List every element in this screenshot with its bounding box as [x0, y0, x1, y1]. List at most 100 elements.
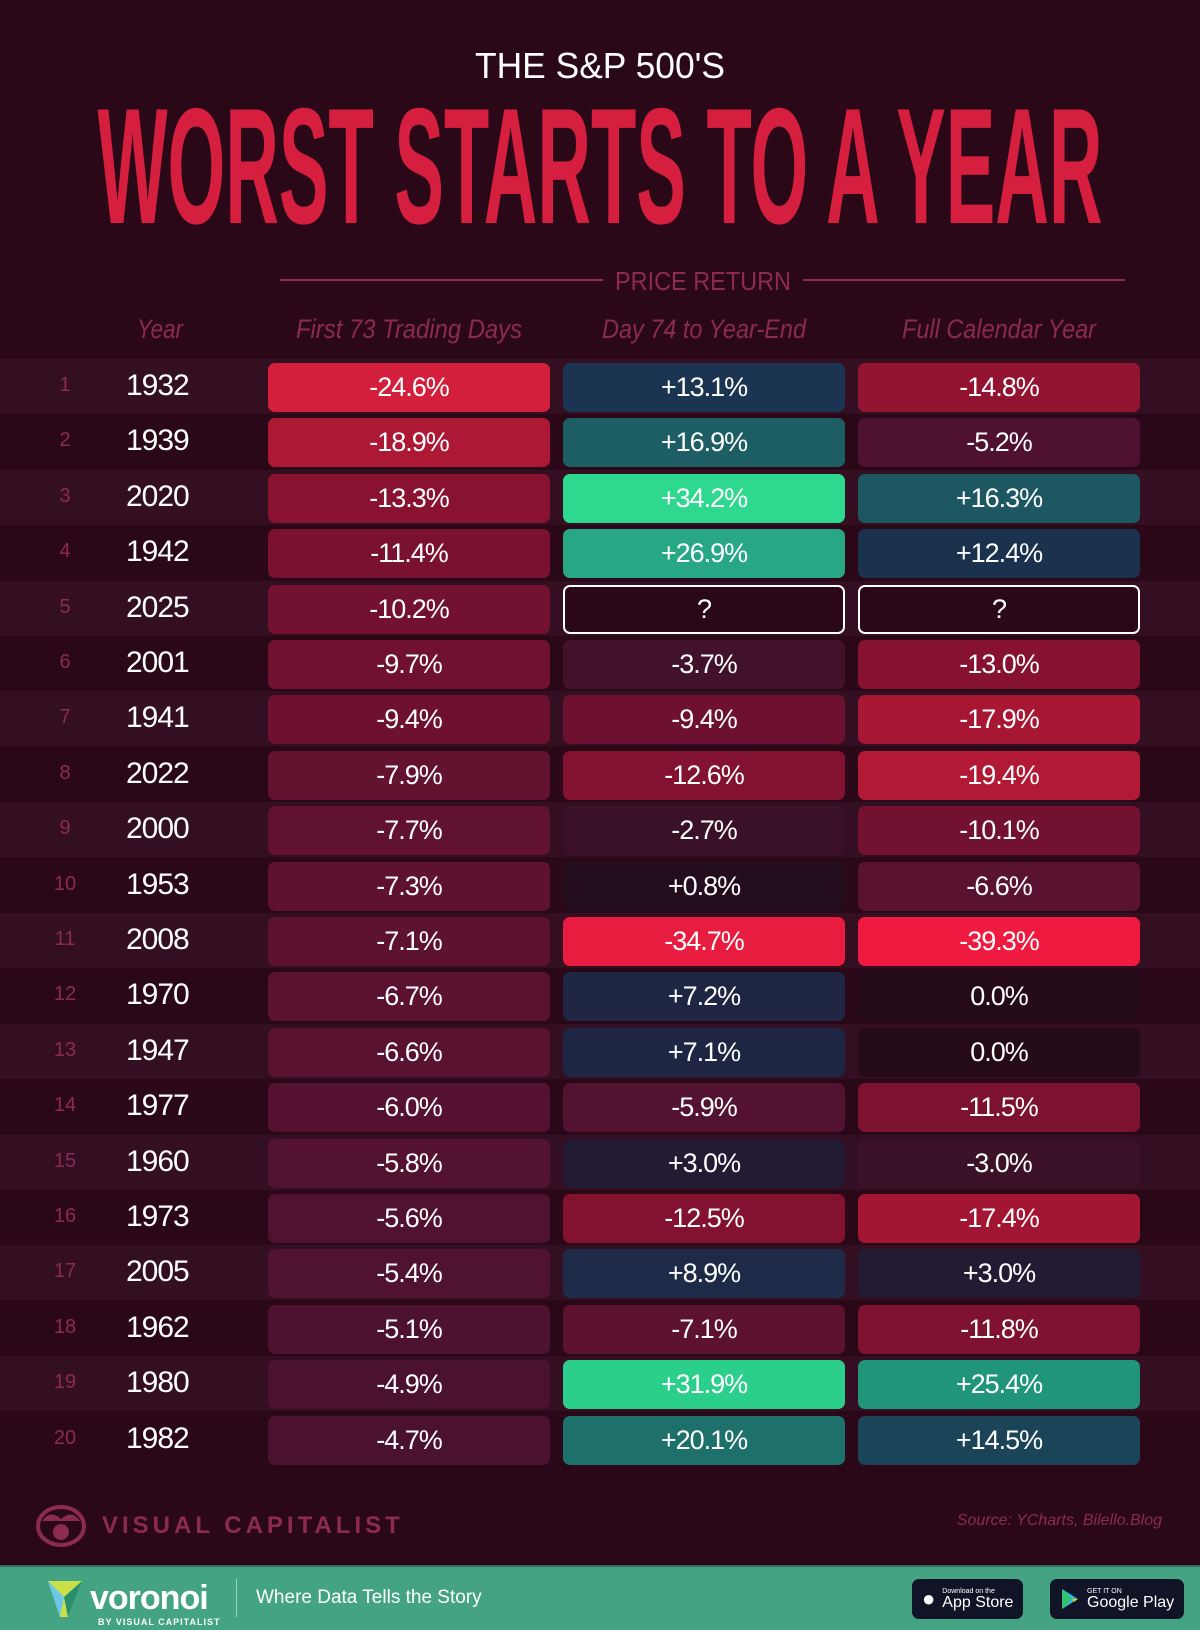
price-return-label: PRICE RETURN [615, 266, 791, 296]
full-year-cell: 0.0% [858, 1027, 1140, 1077]
table-row: 8 2022 -7.9% -12.6% -19.4% [0, 747, 1200, 802]
table-row: 16 1973 -5.6% -12.5% -17.4% [0, 1190, 1200, 1245]
full-year-cell: +14.5% [858, 1415, 1140, 1465]
first-73-days-cell: -7.1% [268, 917, 550, 966]
first-73-days-cell: -6.6% [268, 1027, 550, 1077]
full-year-cell: -17.4% [858, 1194, 1140, 1243]
first-73-days-cell: -4.7% [268, 1415, 550, 1465]
header-year: Year [110, 308, 210, 348]
rank: 20 [53, 1426, 77, 1449]
svg-text:THE S&P 500'S: THE S&P 500'S [475, 45, 725, 86]
table-row: 6 2001 -9.7% -3.7% -13.0% [0, 636, 1200, 691]
year: 1939 [126, 424, 190, 458]
year: 2008 [126, 923, 190, 956]
day-74-year-end-cell: -12.6% [563, 750, 845, 800]
full-year-cell: +12.4% [858, 529, 1140, 579]
first-73-days-cell: -5.6% [268, 1194, 550, 1243]
rank: 18 [53, 1315, 77, 1338]
day-74-year-end-cell: +7.1% [563, 1027, 845, 1077]
full-year-cell: -11.5% [858, 1083, 1140, 1133]
day-74-year-end-cell: +20.1% [563, 1415, 845, 1465]
table-row: 18 1962 -5.1% -7.1% -11.8% [0, 1301, 1200, 1356]
divider [280, 279, 603, 281]
svg-text:First 73 Trading Days: First 73 Trading Days [296, 314, 522, 344]
rank: 14 [53, 1094, 77, 1117]
rank: 10 [53, 872, 77, 895]
year: 1947 [126, 1033, 190, 1067]
header-full-year: Full Calendar Year [858, 308, 1140, 348]
table-row: 4 1942 -11.4% +26.9% +12.4% [0, 525, 1200, 580]
first-73-days-cell: -7.3% [268, 861, 550, 911]
full-year-cell: -11.8% [858, 1304, 1140, 1354]
year: 2025 [126, 590, 190, 624]
day-74-year-end-cell: +8.9% [563, 1249, 845, 1299]
rank: 8 [59, 761, 71, 784]
header-first-73: First 73 Trading Days [268, 308, 550, 348]
year: 2005 [126, 1255, 190, 1289]
year: 1970 [126, 978, 190, 1012]
rank: 12 [53, 983, 77, 1006]
full-year-cell: -5.2% [858, 418, 1140, 468]
svg-text:WORST STARTS TO A YEAR: WORST STARTS TO A YEAR [98, 95, 1103, 235]
rank: 19 [53, 1371, 77, 1394]
table-row: 12 1970 -6.7% +7.2% 0.0% [0, 968, 1200, 1023]
first-73-days-cell: -5.1% [268, 1304, 550, 1354]
year: 2000 [126, 812, 190, 846]
full-year-cell: +25.4% [858, 1360, 1140, 1410]
table-row: 3 2020 -13.3% +34.2% +16.3% [0, 469, 1200, 525]
full-year-cell: +3.0% [858, 1249, 1140, 1299]
rank: 13 [53, 1038, 77, 1061]
table-row: 5 2025 -10.2%?? [0, 580, 1200, 636]
first-73-days-cell: -9.4% [268, 695, 550, 745]
table-row: 9 2000 -7.7% -2.7% -10.1% [0, 802, 1200, 858]
rank: 17 [53, 1260, 77, 1283]
rank: 3 [59, 484, 71, 507]
year: 1960 [126, 1144, 190, 1178]
rank: 11 [54, 928, 76, 950]
day-74-year-end-cell: +16.9% [563, 418, 845, 468]
day-74-year-end-cell: -3.7% [563, 640, 845, 689]
svg-text:Full Calendar Year: Full Calendar Year [902, 314, 1097, 344]
year: 1962 [126, 1310, 190, 1344]
table-row: 14 1977 -6.0% -5.9% -11.5% [0, 1079, 1200, 1134]
year: 1932 [126, 369, 190, 402]
first-73-days-cell: -13.3% [268, 473, 550, 523]
day-74-year-end-cell: +13.1% [563, 363, 845, 412]
rank: 2 [59, 429, 71, 452]
full-year-cell: -19.4% [858, 750, 1140, 800]
first-73-days-cell: -10.2% [268, 584, 550, 634]
svg-text:Year: Year [137, 314, 184, 344]
full-year-cell: ? [858, 584, 1140, 634]
full-year-cell: +16.3% [858, 473, 1140, 523]
rank: 4 [59, 540, 71, 563]
table-row: 10 1953 -7.3% +0.8% -6.6% [0, 858, 1200, 913]
full-year-cell: -17.9% [858, 695, 1140, 745]
first-73-days-cell: -24.6% [268, 363, 550, 412]
first-73-days-cell: -11.4% [268, 529, 550, 579]
rank: 16 [53, 1205, 77, 1227]
day-74-year-end-cell: +34.2% [563, 473, 845, 523]
rank: 9 [59, 817, 71, 840]
first-73-days-cell: -7.9% [268, 750, 550, 800]
rank: 1 [59, 374, 71, 396]
tagline: Where Data Tells the Story [256, 1587, 482, 1608]
page-title: WORST STARTS TO A YEAR [0, 95, 1200, 235]
year: 1941 [126, 701, 190, 735]
table-row: 7 1941 -9.4% -9.4% -17.9% [0, 691, 1200, 747]
first-73-days-cell: -5.8% [268, 1138, 550, 1188]
day-74-year-end-cell: -5.9% [563, 1083, 845, 1133]
year: 1973 [126, 1200, 190, 1233]
first-73-days-cell: -5.4% [268, 1249, 550, 1299]
full-year-cell: -3.0% [858, 1138, 1140, 1188]
voronoi-footer: voronoi BY VISUAL CAPITALIST Where Data … [0, 1565, 1200, 1630]
google-play-button[interactable]: GET IT ON Google Play [1050, 1579, 1185, 1619]
price-return-group-label: PRICE RETURN [280, 263, 1125, 297]
visual-capitalist-logo: VISUAL CAPITALIST [36, 1505, 404, 1547]
app-store-button[interactable]: ● Download on the App Store [912, 1579, 1024, 1619]
header-day-74: Day 74 to Year-End [563, 308, 845, 348]
day-74-year-end-cell: ? [563, 584, 845, 634]
day-74-year-end-cell: +31.9% [563, 1360, 845, 1410]
table-row: 17 2005 -5.4% +8.9% +3.0% [0, 1245, 1200, 1301]
year: 1953 [126, 867, 190, 901]
day-74-year-end-cell: -7.1% [563, 1304, 845, 1354]
